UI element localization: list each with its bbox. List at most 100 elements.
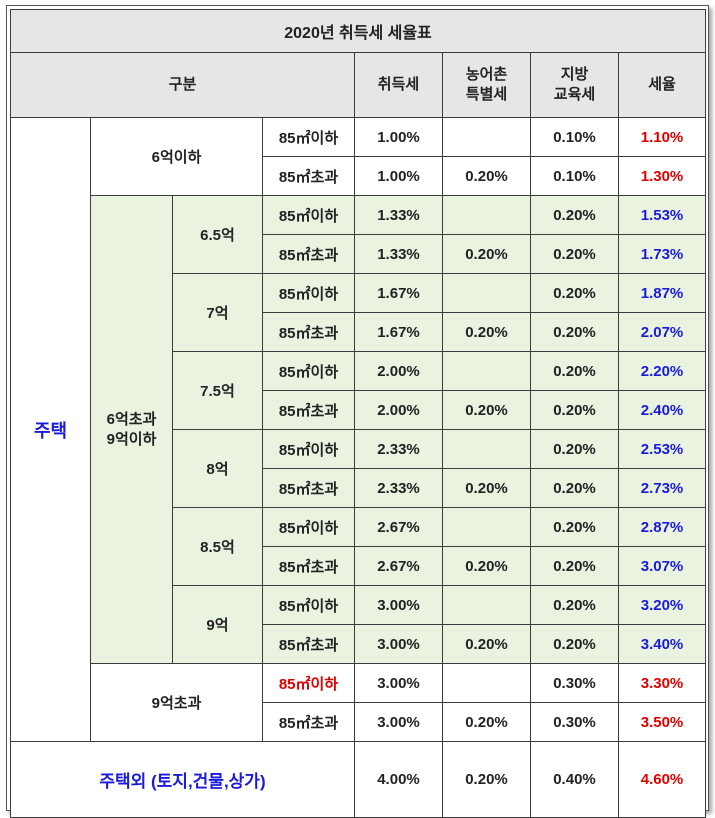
header-acquisition-tax: 취득세 xyxy=(354,52,443,118)
rate-cell: 1.30% xyxy=(617,156,707,196)
rural-cell xyxy=(442,117,531,157)
rural-cell xyxy=(442,273,531,313)
education-cell: 0.20% xyxy=(530,468,619,508)
area-cell: 85㎡이하 xyxy=(262,663,355,703)
header-local-education-tax: 지방 교육세 xyxy=(530,52,619,118)
price-group-label: 6억이하 xyxy=(90,117,263,196)
area-cell: 85㎡초과 xyxy=(262,156,355,196)
rural-cell xyxy=(442,195,531,235)
area-cell: 85㎡이하 xyxy=(262,351,355,391)
table-row: 9억초과 85㎡이하 3.00% 0.30% 3.30% xyxy=(10,663,707,742)
education-cell: 0.20% xyxy=(530,624,619,664)
price-group-label: 9억초과 xyxy=(90,663,263,742)
area-cell: 85㎡이하 xyxy=(262,195,355,235)
area-cell: 85㎡초과 xyxy=(262,624,355,664)
acquisition-cell: 2.67% xyxy=(354,546,443,586)
rate-cell: 2.73% xyxy=(617,468,707,508)
rate-cell: 1.87% xyxy=(617,273,707,313)
header-category: 구분 xyxy=(10,52,355,118)
header-total-rate: 세율 xyxy=(617,52,707,118)
rural-cell: 0.20% xyxy=(442,741,531,818)
rate-cell: 3.50% xyxy=(617,702,707,742)
acquisition-cell: 1.33% xyxy=(354,234,443,274)
acquisition-cell: 3.00% xyxy=(354,702,443,742)
acquisition-cell: 1.00% xyxy=(354,117,443,157)
education-cell: 0.20% xyxy=(530,507,619,547)
rural-cell: 0.20% xyxy=(442,234,531,274)
rate-cell: 3.30% xyxy=(617,663,707,703)
education-cell: 0.20% xyxy=(530,429,619,469)
education-cell: 0.20% xyxy=(530,546,619,586)
education-cell: 0.40% xyxy=(530,741,619,818)
price-subgroup-label: 7억 xyxy=(172,273,263,352)
acquisition-cell: 2.00% xyxy=(354,390,443,430)
area-cell: 85㎡초과 xyxy=(262,546,355,586)
acquisition-cell: 2.33% xyxy=(354,468,443,508)
education-cell: 0.20% xyxy=(530,195,619,235)
acquisition-cell: 2.67% xyxy=(354,507,443,547)
education-cell: 0.20% xyxy=(530,273,619,313)
rate-cell: 2.20% xyxy=(617,351,707,391)
price-subgroup-label: 6.5억 xyxy=(172,195,263,274)
area-cell: 85㎡이하 xyxy=(262,507,355,547)
rural-cell: 0.20% xyxy=(442,312,531,352)
price-subgroup-label: 7.5억 xyxy=(172,351,263,430)
rate-cell: 1.53% xyxy=(617,195,707,235)
rural-cell: 0.20% xyxy=(442,702,531,742)
table-row: 주택 6억이하 85㎡이하 1.00% 0.10% 1.10% xyxy=(10,117,707,742)
acquisition-cell: 1.67% xyxy=(354,273,443,313)
rural-cell xyxy=(442,663,531,703)
education-cell: 0.30% xyxy=(530,702,619,742)
rate-cell: 4.60% xyxy=(617,741,707,818)
education-cell: 0.20% xyxy=(530,234,619,274)
education-cell: 0.10% xyxy=(530,117,619,157)
rural-cell: 0.20% xyxy=(442,546,531,586)
area-cell: 85㎡이하 xyxy=(262,273,355,313)
rural-cell xyxy=(442,351,531,391)
education-cell: 0.20% xyxy=(530,585,619,625)
table-row: 85㎡초과 1.67% 0.20% 0.20% 2.07% xyxy=(10,312,707,352)
rate-cell: 2.53% xyxy=(617,429,707,469)
price-subgroup-label: 8.5억 xyxy=(172,507,263,586)
acquisition-cell: 3.00% xyxy=(354,663,443,703)
education-cell: 0.20% xyxy=(530,312,619,352)
rural-cell: 0.20% xyxy=(442,468,531,508)
area-cell: 85㎡초과 xyxy=(262,234,355,274)
area-cell: 85㎡이하 xyxy=(262,117,355,157)
education-cell: 0.20% xyxy=(530,390,619,430)
housing-label: 주택 xyxy=(10,117,91,742)
rural-cell xyxy=(442,507,531,547)
rural-cell: 0.20% xyxy=(442,156,531,196)
rate-cell: 1.10% xyxy=(617,117,707,157)
acquisition-cell: 2.33% xyxy=(354,429,443,469)
education-cell: 0.10% xyxy=(530,156,619,196)
tax-rate-table: 2020년 취득세 세율표 구분 취득세 농어촌 특별세 지방 교육세 세율 주택 … xyxy=(9,9,707,818)
price-subgroup-label: 8억 xyxy=(172,429,263,508)
rate-cell: 1.73% xyxy=(617,234,707,274)
rural-cell: 0.20% xyxy=(442,624,531,664)
acquisition-cell: 3.00% xyxy=(354,585,443,625)
area-cell: 85㎡초과 xyxy=(262,702,355,742)
header-rural-special-tax: 농어촌 특별세 xyxy=(442,52,531,118)
rate-cell: 3.20% xyxy=(617,585,707,625)
acquisition-cell: 1.33% xyxy=(354,195,443,235)
education-cell: 0.30% xyxy=(530,663,619,703)
rural-cell xyxy=(442,585,531,625)
rate-cell: 2.40% xyxy=(617,390,707,430)
rate-cell: 2.07% xyxy=(617,312,707,352)
area-cell: 85㎡이하 xyxy=(262,585,355,625)
acquisition-cell: 1.67% xyxy=(354,312,443,352)
acquisition-cell: 4.00% xyxy=(354,741,443,818)
area-cell: 85㎡이하 xyxy=(262,429,355,469)
table-title: 2020년 취득세 세율표 xyxy=(9,9,707,53)
area-cell: 85㎡초과 xyxy=(262,390,355,430)
acquisition-cell: 1.00% xyxy=(354,156,443,196)
area-cell: 85㎡초과 xyxy=(262,468,355,508)
rural-cell xyxy=(442,429,531,469)
non-housing-label: 주택외 (토지,건물,상가) xyxy=(10,741,355,818)
rate-cell: 2.87% xyxy=(617,507,707,547)
table-row: 주택외 (토지,건물,상가) 4.00% 0.20% 0.40% 4.60% xyxy=(10,741,707,818)
acquisition-cell: 2.00% xyxy=(354,351,443,391)
rural-cell: 0.20% xyxy=(442,390,531,430)
rate-cell: 3.40% xyxy=(617,624,707,664)
